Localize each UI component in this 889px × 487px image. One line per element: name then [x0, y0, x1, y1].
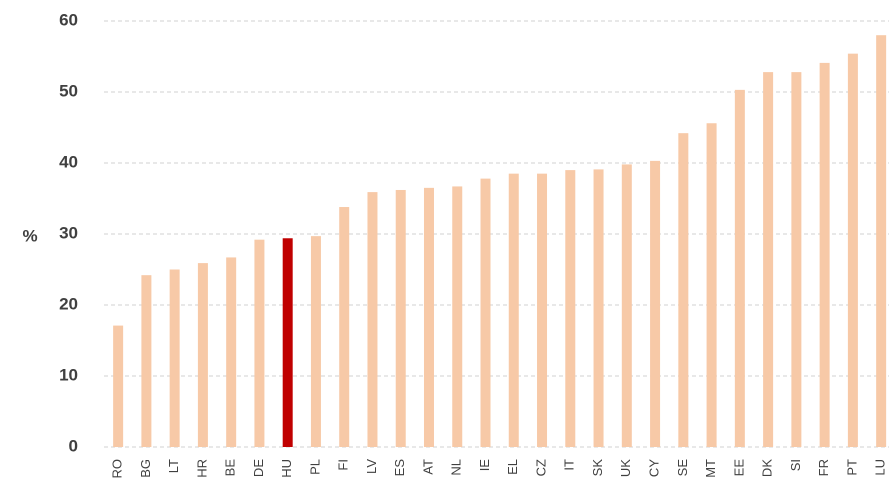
bar — [395, 189, 406, 448]
x-tick-label: FI — [336, 459, 351, 471]
bar — [339, 207, 350, 447]
bar — [876, 35, 887, 447]
y-axis-label: % — [22, 226, 37, 245]
x-tick-label: UK — [618, 459, 633, 477]
y-tick-label: 20 — [59, 294, 78, 313]
y-tick-label: 60 — [59, 10, 78, 29]
x-tick-label: BG — [138, 459, 153, 478]
x-tick-label: BE — [223, 459, 238, 477]
bar — [537, 173, 548, 447]
bar — [763, 72, 774, 448]
y-tick-label: 40 — [59, 152, 78, 171]
bar — [508, 173, 519, 447]
x-tick-label: FR — [816, 459, 831, 476]
x-tick-label: DK — [760, 459, 775, 477]
bar — [254, 239, 265, 447]
y-tick-label: 10 — [59, 365, 78, 384]
x-tick-label: LV — [364, 459, 379, 474]
bar — [593, 169, 604, 447]
x-tick-label: HR — [194, 459, 209, 478]
bar — [621, 164, 632, 448]
bar — [650, 160, 661, 447]
x-tick-label: PT — [844, 459, 859, 476]
x-tick-label: SK — [590, 459, 605, 477]
bar — [791, 72, 802, 448]
bar — [423, 187, 434, 447]
x-tick-label: EL — [505, 459, 520, 475]
x-tick-label: LT — [166, 459, 181, 473]
bar — [226, 257, 237, 447]
x-tick-label: IT — [562, 459, 577, 471]
bar — [367, 192, 378, 447]
x-tick-label: MT — [703, 459, 718, 478]
x-tick-label: DE — [251, 459, 266, 477]
bar — [197, 263, 208, 447]
x-tick-label: RO — [110, 459, 125, 479]
y-tick-label: 0 — [69, 436, 78, 455]
bar — [452, 186, 463, 447]
y-tick-label: 50 — [59, 81, 78, 100]
bar — [819, 62, 830, 447]
bar — [141, 275, 152, 447]
x-tick-label: CZ — [533, 459, 548, 476]
bar — [847, 53, 858, 447]
bar — [480, 178, 491, 447]
bar — [310, 236, 321, 447]
x-tick-label: HU — [279, 459, 294, 478]
x-tick-label: IE — [477, 459, 492, 472]
bar — [734, 89, 745, 448]
bar — [113, 325, 124, 447]
x-tick-label: ES — [392, 459, 407, 477]
x-tick-label: SI — [788, 459, 803, 471]
bar — [169, 269, 180, 447]
bar — [565, 170, 576, 447]
x-tick-label: SE — [675, 459, 690, 477]
bar — [678, 133, 689, 447]
x-tick-label: CY — [647, 459, 662, 477]
bar — [706, 123, 717, 448]
bar — [282, 238, 293, 447]
x-tick-label: NL — [449, 459, 464, 476]
x-tick-label: LU — [873, 459, 888, 476]
x-tick-label: AT — [420, 459, 435, 475]
y-tick-label: 30 — [59, 223, 78, 242]
x-tick-label: EE — [731, 459, 746, 477]
x-tick-label: PL — [307, 459, 322, 475]
